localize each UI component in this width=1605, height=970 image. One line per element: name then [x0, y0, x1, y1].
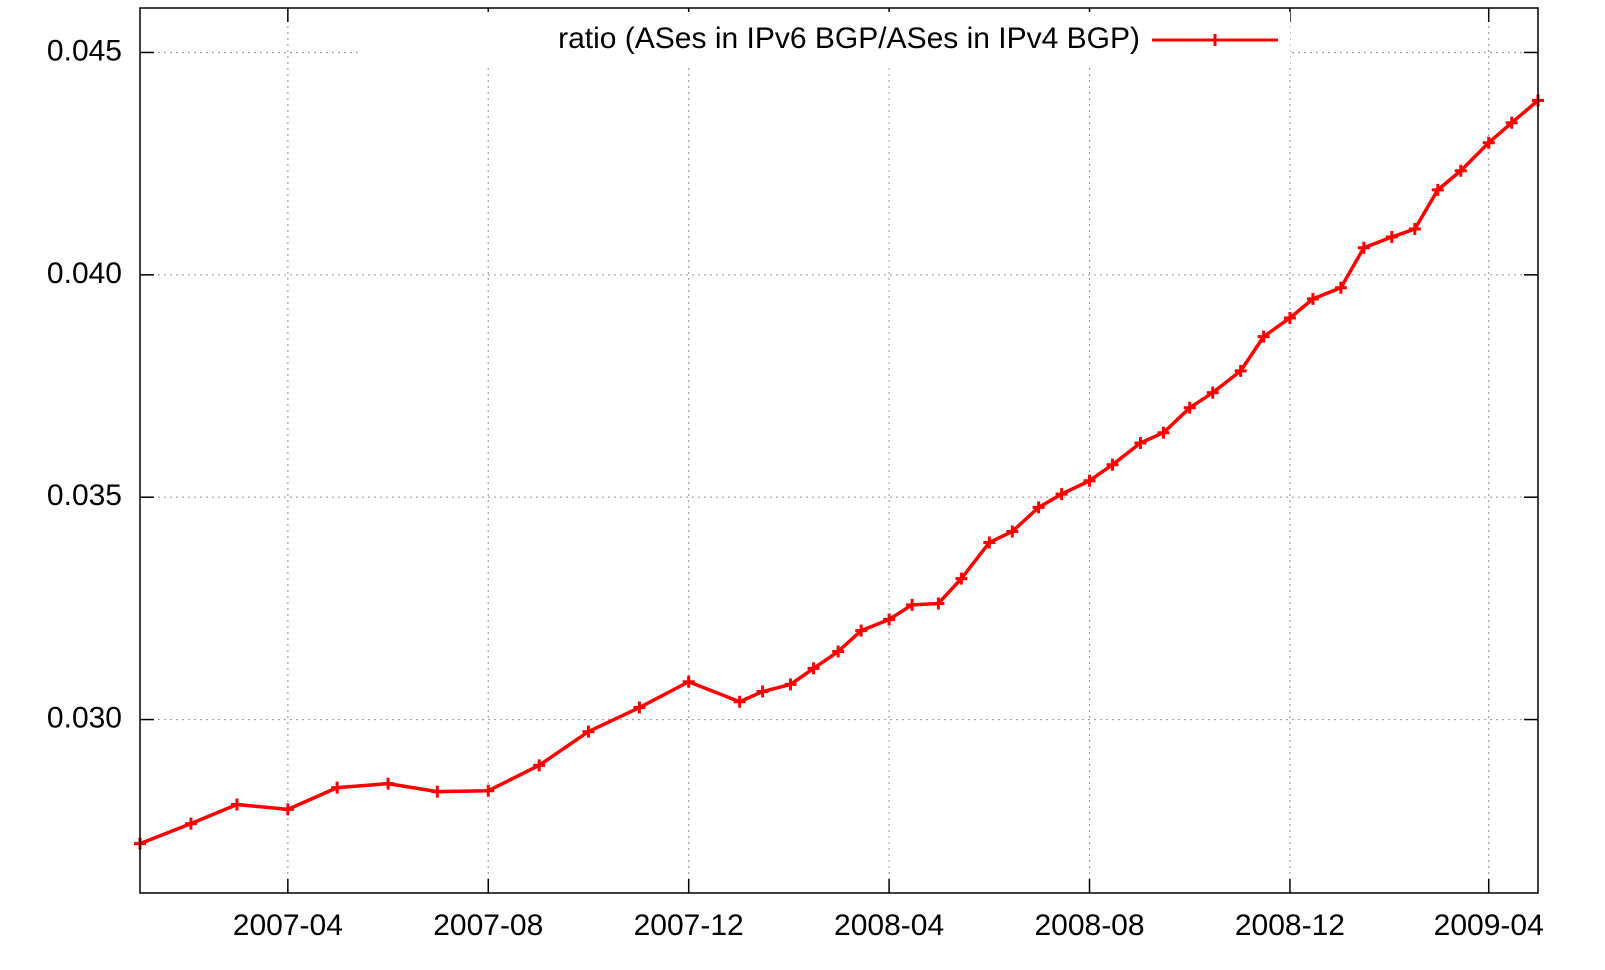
point-marker [784, 678, 797, 691]
point-marker [1206, 386, 1219, 399]
point-marker [230, 798, 243, 811]
x-tick-label: 2008-12 [1235, 909, 1345, 942]
x-tick-label: 2009-04 [1434, 909, 1544, 942]
point-marker [932, 597, 945, 610]
point-marker [582, 725, 595, 738]
point-marker [482, 784, 495, 797]
point-marker [1454, 164, 1467, 177]
point-marker [1083, 474, 1096, 487]
point-marker [1334, 281, 1347, 294]
x-tick-label: 2008-08 [1034, 909, 1144, 942]
point-marker [1157, 426, 1170, 439]
point-marker [1234, 364, 1247, 377]
x-tick-label: 2007-12 [634, 909, 744, 942]
legend-label: ratio (ASes in IPv6 BGP/ASes in IPv4 BGP… [558, 22, 1140, 55]
point-marker [1006, 525, 1019, 538]
point-marker [1482, 136, 1495, 149]
point-marker [1183, 401, 1196, 414]
x-tick-label: 2007-04 [233, 909, 343, 942]
y-tick-label: 0.045 [47, 34, 122, 67]
point-marker [1357, 241, 1370, 254]
point-marker [382, 777, 395, 790]
point-marker [1385, 231, 1398, 244]
point-marker [1106, 458, 1119, 471]
y-tick-label: 0.030 [47, 701, 122, 734]
point-marker [855, 624, 868, 637]
point-marker [682, 675, 695, 688]
plot-border [139, 7, 1539, 894]
y-tick-label: 0.035 [47, 479, 122, 512]
point-marker [983, 536, 996, 549]
point-marker [756, 685, 769, 698]
point-marker [1257, 330, 1270, 343]
point-marker [184, 817, 197, 830]
point-marker [832, 645, 845, 658]
x-tick-label: 2007-08 [433, 909, 543, 942]
point-marker [1032, 501, 1045, 514]
legend: ratio (ASes in IPv6 BGP/ASes in IPv4 BGP… [360, 12, 1290, 68]
point-marker [533, 759, 546, 772]
series-line [139, 99, 1540, 846]
point-marker [1134, 436, 1147, 449]
point-marker [906, 598, 919, 611]
point-marker [1408, 223, 1421, 236]
point-marker [281, 803, 294, 816]
point-marker [1431, 183, 1444, 196]
legend-marker [1209, 34, 1221, 46]
point-marker [331, 781, 344, 794]
point-marker [633, 701, 646, 714]
point-marker [1055, 488, 1068, 501]
legend-box [360, 12, 1290, 68]
point-marker [733, 695, 746, 708]
point-marker [431, 785, 444, 798]
point-marker [1306, 292, 1319, 305]
x-tick-label: 2008-04 [834, 909, 944, 942]
point-marker [883, 613, 896, 626]
point-marker [1283, 311, 1296, 324]
y-tick-label: 0.040 [47, 257, 122, 290]
point-marker [955, 572, 968, 585]
point-marker [1505, 116, 1518, 129]
point-marker [807, 662, 820, 675]
